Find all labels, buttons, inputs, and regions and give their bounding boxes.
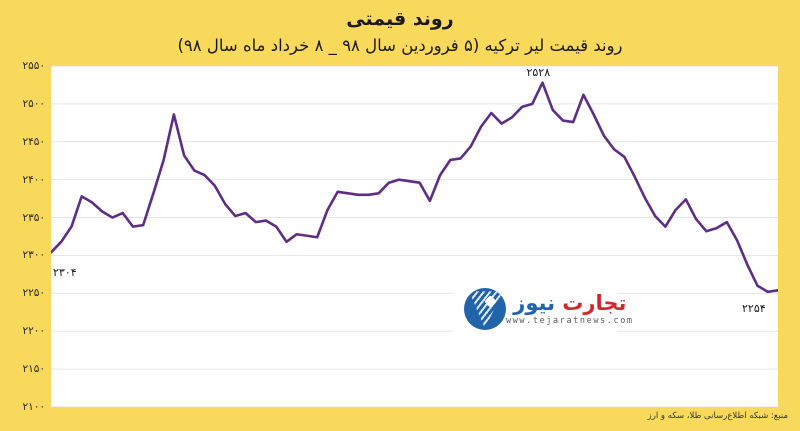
watermark-name-secondary: نیوز <box>513 290 555 315</box>
plot-area <box>51 66 778 407</box>
page-title: روند قیمتی <box>346 8 454 30</box>
series-line-path <box>51 81 778 294</box>
chart-subtitle: روند قیمت لیر ترکیه (۵ فروردین سال ۹۸ _ … <box>177 36 623 55</box>
y-axis-tick-label: ۲۴۰۰ <box>22 173 45 186</box>
y-axis-tick-label: ۲۲۰۰ <box>22 325 45 338</box>
watermark-url: www.tejaratnews.com <box>506 315 634 326</box>
peak-point-label: ۲۵۲۸ <box>526 65 551 79</box>
tejaratnews-mark-icon <box>464 288 506 330</box>
line-chart-svg <box>51 66 778 407</box>
last-point-label: ۲۲۵۴ <box>742 302 766 316</box>
y-axis-tick-label: ۲۴۵۰ <box>22 135 45 148</box>
source-note: منبع: شبکه اطلاع‌رسانی طلا، سکه و ارز <box>647 411 788 421</box>
grid-lines <box>51 66 778 407</box>
y-axis-tick-label: ۲۱۵۰ <box>22 363 45 376</box>
watermark-text: تجارت نیوز www.tejaratnews.com <box>506 290 634 326</box>
y-axis-tick-label: ۲۳۰۰ <box>22 249 45 262</box>
y-axis-tick-label: ۲۵۵۰ <box>22 60 45 72</box>
title-block: روند قیمتی روند قیمت لیر ترکیه (۵ فروردی… <box>0 0 800 58</box>
y-axis-tick-label: ۲۳۵۰ <box>22 211 45 224</box>
watermark-logo: تجارت نیوز www.tejaratnews.com <box>452 283 632 335</box>
watermark-name-primary: تجارت <box>562 290 627 315</box>
watermark-name: تجارت نیوز <box>513 290 627 315</box>
y-axis-tick-label: ۲۵۰۰ <box>22 97 45 110</box>
y-axis: ۲۵۵۰ ۲۵۰۰ ۲۴۵۰ ۲۴۰۰ ۲۳۵۰ ۲۳۰۰ ۲۲۵۰ ۲۲۰۰ ۲۱۵۰ ۲۱۰۰ <box>0 60 48 413</box>
y-axis-tick-label: ۲۲۵۰ <box>22 287 45 300</box>
y-axis-tick-label: ۲۱۰۰ <box>22 401 45 413</box>
first-point-label: ۲۳۰۴ <box>53 266 77 280</box>
